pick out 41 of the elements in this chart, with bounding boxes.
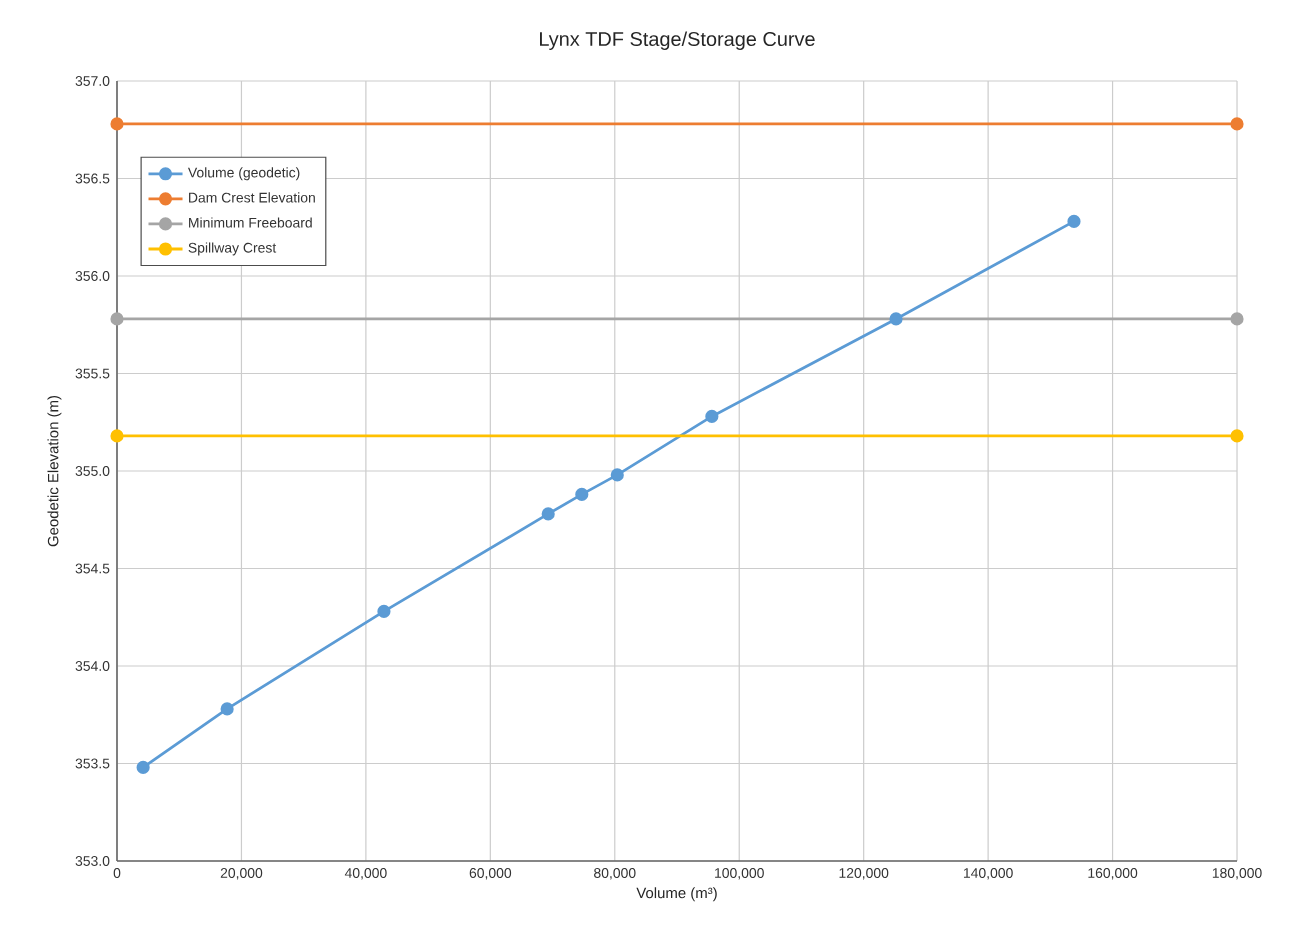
legend-label: Dam Crest Elevation <box>189 192 315 203</box>
point <box>1067 214 1081 228</box>
x-tick-label: 80,000 <box>594 868 636 880</box>
x-tick-label: 60,000 <box>469 868 512 880</box>
point <box>110 312 124 326</box>
point <box>1230 429 1244 443</box>
y-tick-label: 354.0 <box>75 661 110 671</box>
y-tick-label: 353.5 <box>75 758 110 769</box>
point <box>110 429 124 443</box>
point <box>705 409 719 423</box>
point <box>1230 117 1244 131</box>
x-tick-label: 120,000 <box>839 868 889 880</box>
legend-label: Spillway Crest <box>188 242 277 256</box>
chart-title: Lynx TDF Stage/Storage Curve <box>540 31 815 50</box>
x-tick-label: 0 <box>113 868 121 878</box>
legend-label: Minimum Freeboard <box>189 217 312 228</box>
y-tick-label: 356.0 <box>75 271 110 281</box>
point <box>575 487 589 501</box>
y-tick-label: 357.0 <box>75 76 110 86</box>
x-tick-label: 160,000 <box>1088 868 1138 880</box>
x-tick-label: 180,000 <box>1212 868 1262 880</box>
y-tick-label: 353.0 <box>75 856 110 866</box>
y-tick-label: 355.5 <box>75 368 110 379</box>
legend-label: Volume (geodetic) <box>187 167 300 181</box>
point <box>610 468 624 482</box>
point <box>889 312 903 326</box>
point <box>1230 312 1244 326</box>
x-axis-title: Volume (m³) <box>636 887 717 902</box>
point <box>136 760 150 774</box>
x-tick-label: 140,000 <box>963 868 1013 880</box>
point <box>541 507 555 521</box>
y-tick-label: 354.5 <box>75 563 110 574</box>
y-tick-label: 355.0 <box>75 466 110 476</box>
y-tick-label: 356.5 <box>75 173 110 184</box>
x-tick-label: 20,000 <box>220 868 263 880</box>
y-axis-title: Geodetic Elevation (m) <box>47 395 62 547</box>
x-tick-label: 40,000 <box>344 868 387 880</box>
x-tick-label: 100,000 <box>715 868 764 880</box>
point <box>110 117 124 131</box>
point <box>377 604 391 618</box>
point <box>220 702 234 716</box>
